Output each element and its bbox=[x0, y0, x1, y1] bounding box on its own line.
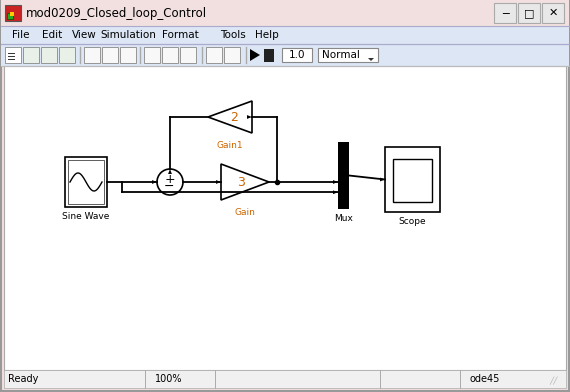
Polygon shape bbox=[247, 115, 252, 119]
Bar bbox=[41, 47, 57, 63]
Bar bbox=[23, 47, 39, 63]
Text: Normal: Normal bbox=[322, 50, 360, 60]
Polygon shape bbox=[221, 164, 269, 200]
Polygon shape bbox=[250, 49, 260, 61]
Text: 1.0: 1.0 bbox=[289, 50, 306, 60]
Polygon shape bbox=[168, 169, 172, 174]
Bar bbox=[393, 159, 432, 202]
Bar bbox=[542, 3, 564, 23]
Bar bbox=[1, 0, 569, 26]
Text: Edit: Edit bbox=[42, 30, 62, 40]
Text: −: − bbox=[164, 180, 174, 192]
Bar bbox=[68, 160, 104, 204]
Text: Sine Wave: Sine Wave bbox=[62, 212, 109, 221]
Bar bbox=[5, 47, 21, 63]
Bar bbox=[1, 26, 569, 44]
Polygon shape bbox=[152, 180, 157, 184]
Polygon shape bbox=[380, 178, 385, 181]
Bar bbox=[180, 47, 196, 63]
Text: Tools: Tools bbox=[220, 30, 246, 40]
Text: View: View bbox=[72, 30, 97, 40]
Bar bbox=[7, 13, 13, 19]
Bar bbox=[84, 47, 100, 63]
Bar bbox=[4, 66, 566, 370]
Polygon shape bbox=[333, 191, 338, 194]
Text: Ready: Ready bbox=[8, 374, 38, 384]
Bar bbox=[224, 47, 240, 63]
Text: Gain1: Gain1 bbox=[217, 141, 243, 150]
Text: ✕: ✕ bbox=[548, 8, 557, 18]
Text: ╱╱: ╱╱ bbox=[549, 377, 558, 385]
Bar bbox=[4, 370, 566, 388]
Bar bbox=[120, 47, 136, 63]
Bar bbox=[102, 47, 118, 63]
Bar bbox=[264, 49, 274, 62]
Bar bbox=[206, 47, 222, 63]
Bar bbox=[518, 3, 540, 23]
Bar bbox=[162, 47, 178, 63]
Text: Scope: Scope bbox=[398, 217, 426, 226]
Text: Help: Help bbox=[255, 30, 279, 40]
Text: Format: Format bbox=[162, 30, 199, 40]
Bar bbox=[282, 48, 312, 62]
Text: □: □ bbox=[524, 8, 534, 18]
Polygon shape bbox=[208, 101, 252, 133]
Bar bbox=[494, 3, 516, 23]
Text: 2: 2 bbox=[230, 111, 238, 123]
Text: +: + bbox=[165, 172, 176, 185]
Bar bbox=[385, 147, 440, 212]
Text: Mux: Mux bbox=[334, 214, 353, 223]
Text: 3: 3 bbox=[237, 176, 245, 189]
Polygon shape bbox=[333, 180, 338, 184]
Bar bbox=[338, 142, 349, 209]
Text: File: File bbox=[12, 30, 30, 40]
Text: 100%: 100% bbox=[155, 374, 182, 384]
Text: Simulation: Simulation bbox=[100, 30, 156, 40]
Text: ode45: ode45 bbox=[470, 374, 500, 384]
Circle shape bbox=[157, 169, 183, 195]
Bar bbox=[10, 12, 14, 16]
Bar bbox=[65, 157, 107, 207]
Polygon shape bbox=[216, 180, 221, 184]
Bar bbox=[59, 47, 75, 63]
Bar bbox=[144, 47, 160, 63]
Text: ─: ─ bbox=[502, 8, 508, 18]
Bar bbox=[5, 5, 21, 21]
Bar bbox=[1, 44, 569, 66]
Bar bbox=[318, 48, 378, 62]
Text: mod0209_Closed_loop_Control: mod0209_Closed_loop_Control bbox=[26, 7, 207, 20]
Text: Gain: Gain bbox=[235, 208, 255, 217]
Polygon shape bbox=[368, 58, 374, 61]
